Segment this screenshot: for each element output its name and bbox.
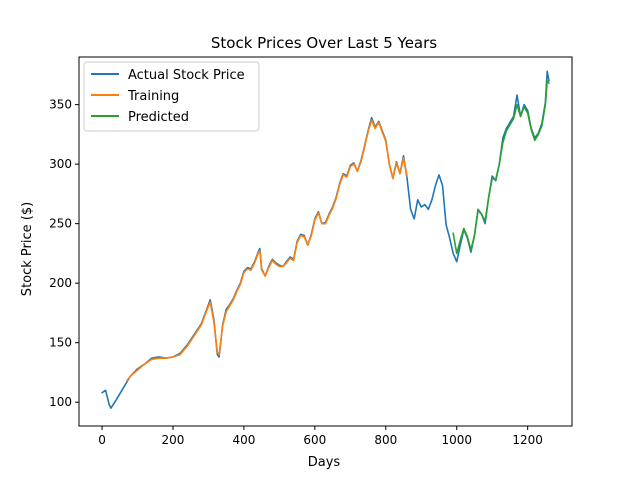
ticks-layer: 0 200 400 600 800 1000 1200 100 150 200 250 300 350: [49, 98, 543, 447]
series-line-2: [452, 80, 550, 255]
y-tick-label: 150: [49, 336, 72, 350]
series-layer: [101, 70, 550, 409]
y-tick-label: 300: [49, 157, 72, 171]
x-tick-label: 1200: [512, 433, 543, 447]
y-tick-label: 350: [49, 98, 72, 112]
x-tick-label: 200: [162, 433, 185, 447]
x-tick-label: 400: [232, 433, 255, 447]
y-axis-label: Stock Price ($): [20, 202, 35, 296]
legend-label-0: Actual Stock Price: [128, 68, 245, 83]
plot-frame: [78, 56, 573, 427]
x-tick-label: 800: [374, 433, 397, 447]
legend-box: [83, 61, 260, 132]
y-tick-label: 250: [49, 217, 72, 231]
y-tick-label: 200: [49, 276, 72, 290]
chart-title: Stock Prices Over Last 5 Years: [211, 34, 437, 52]
legend-label-2: Predicted: [128, 110, 189, 125]
x-tick-label: 1000: [441, 433, 472, 447]
legend-label-1: Training: [127, 89, 179, 104]
x-tick-label: 0: [98, 433, 106, 447]
x-axis-label: Days: [308, 455, 341, 470]
x-tick-label: 600: [303, 433, 326, 447]
y-tick-label: 100: [49, 395, 72, 409]
series-line-1: [126, 119, 408, 382]
legend: Actual Stock Price Training Predicted: [83, 61, 260, 132]
